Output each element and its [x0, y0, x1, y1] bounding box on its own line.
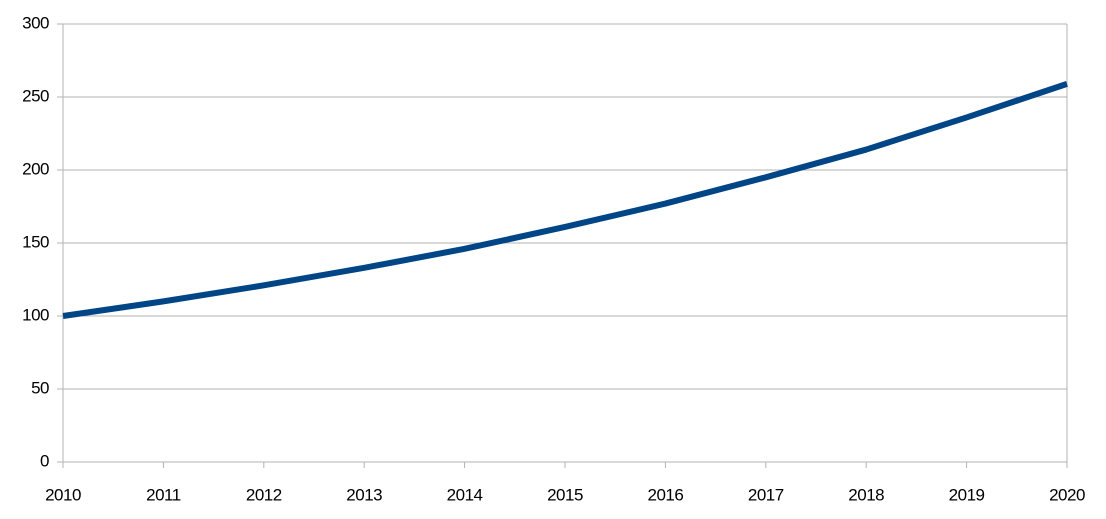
x-tick-label: 2014	[447, 485, 483, 504]
x-tick-label: 2016	[647, 485, 683, 504]
x-tick-label: 2017	[748, 485, 784, 504]
x-tick-label: 2010	[45, 485, 81, 504]
x-tick-label: 2019	[949, 485, 985, 504]
y-tick-label: 300	[22, 13, 49, 32]
y-tick-label: 100	[22, 305, 49, 324]
x-tick-label: 2011	[146, 485, 181, 504]
y-tick-label: 150	[22, 232, 49, 251]
x-tick-label: 2020	[1049, 485, 1085, 504]
x-tick-label: 2013	[346, 485, 382, 504]
y-tick-label: 0	[40, 451, 49, 470]
y-tick-label: 250	[22, 86, 49, 105]
line-series	[62, 81, 1068, 319]
x-tick-label: 2018	[848, 485, 884, 504]
y-tick-label: 50	[31, 378, 49, 397]
x-tick-label: 2012	[246, 485, 282, 504]
y-tick-label: 200	[22, 159, 49, 178]
x-tick-label: 2015	[547, 485, 583, 504]
